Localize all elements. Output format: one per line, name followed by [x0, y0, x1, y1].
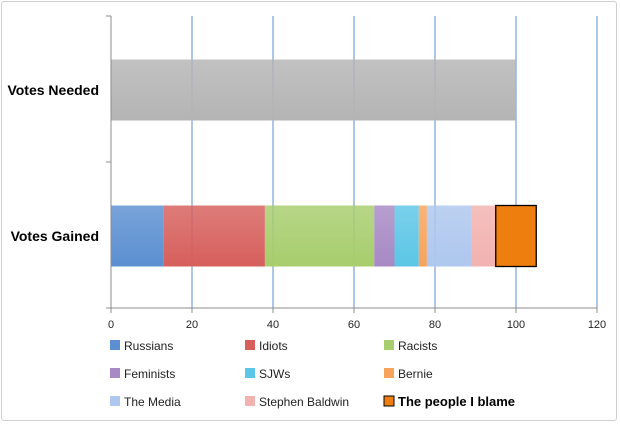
legend-item-bernie: Bernie [384, 367, 433, 381]
legend-swatch [245, 368, 255, 378]
legend-label: The people I blame [398, 394, 515, 409]
x-tick-label: 120 [588, 319, 606, 331]
bar-votes-needed [111, 59, 516, 121]
chart-frame: Votes Needed Votes Gained 0 20 40 60 80 100 120… [1, 1, 617, 421]
legend-label: Racists [398, 339, 437, 353]
legend-swatch [245, 396, 255, 406]
x-tick-label: 20 [186, 319, 198, 331]
legend-swatch [383, 395, 395, 407]
legend-swatch [110, 368, 120, 378]
legend-label: Idiots [259, 339, 288, 353]
bar-chart: Votes Needed Votes Gained 0 20 40 60 80 100 120… [7, 15, 606, 409]
x-tick-label: 100 [507, 319, 525, 331]
x-tick-label: 40 [267, 319, 279, 331]
x-tick-label: 60 [348, 319, 360, 331]
bar-sjws [394, 205, 419, 267]
legend-swatch [110, 396, 120, 406]
legend-label: Feminists [124, 367, 175, 381]
legend-label: Bernie [398, 367, 433, 381]
legend-label: Russians [124, 339, 173, 353]
legend-item-idiots: Idiots [245, 339, 288, 353]
legend-item-stephen-baldwin: Stephen Baldwin [245, 395, 349, 409]
legend-label: SJWs [259, 367, 290, 381]
category-label: Votes Gained [11, 228, 99, 244]
category-label: Votes Needed [7, 82, 99, 98]
bar-bernie [418, 205, 427, 267]
bar-the-media [426, 205, 472, 267]
legend-item-racists: Racists [384, 339, 437, 353]
legend-item-sjws: SJWs [245, 367, 290, 381]
legend-item-the-media: The Media [110, 395, 181, 409]
bar-stephen-baldwin [471, 205, 496, 267]
legend-item-feminists: Feminists [110, 367, 175, 381]
legend-swatch [110, 340, 120, 350]
x-tick-label: 80 [429, 319, 441, 331]
bar-idiots [163, 205, 265, 267]
legend-label: The Media [124, 395, 181, 409]
legend-swatch [245, 340, 255, 350]
bar-the-people-i-blame [495, 204, 537, 268]
bar-feminists [374, 205, 395, 267]
legend-item-the-people-i-blame: The people I blame [383, 394, 515, 409]
bar-racists [264, 205, 375, 267]
bar-russians [111, 205, 164, 267]
legend-swatch [384, 340, 394, 350]
legend-swatch [384, 368, 394, 378]
x-tick-label: 0 [108, 319, 114, 331]
legend-item-russians: Russians [110, 339, 173, 353]
legend-label: Stephen Baldwin [259, 395, 349, 409]
